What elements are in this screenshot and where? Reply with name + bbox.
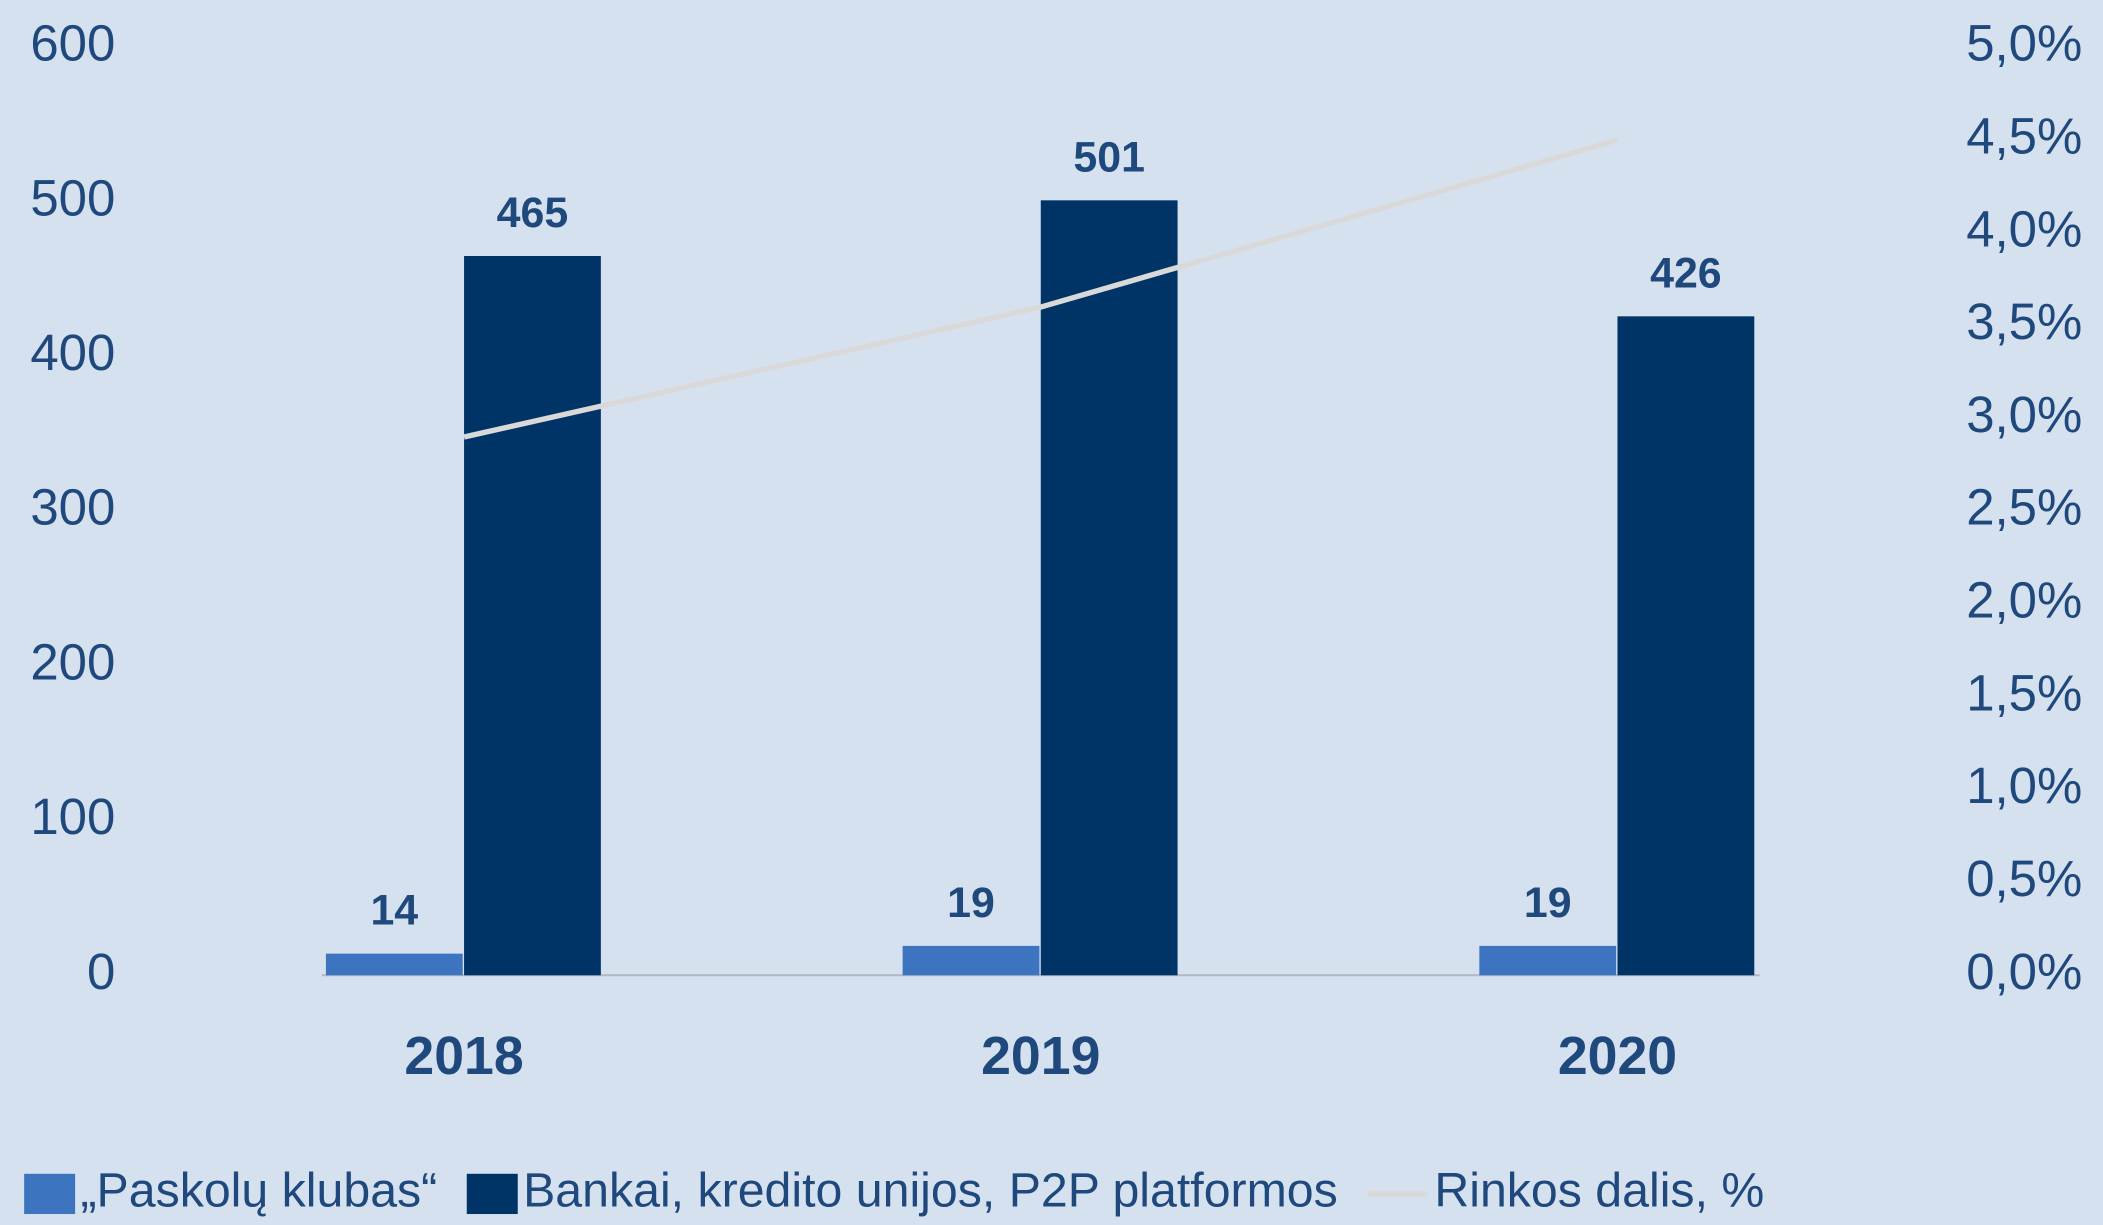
- y-tick-label: 200: [30, 633, 115, 690]
- bar: [325, 953, 463, 976]
- y2-tick-label: 4,5%: [1966, 107, 2082, 164]
- y-tick-label: 300: [30, 479, 115, 536]
- y2-tick-label: 2,0%: [1966, 572, 2082, 629]
- data-label: 14: [370, 887, 418, 935]
- legend-label: Bankai, kredito unijos, P2P platformos: [523, 1164, 1338, 1218]
- y2-tick-label: 4,0%: [1966, 200, 2082, 257]
- y-tick-label: 500: [30, 169, 115, 226]
- line: [463, 137, 1619, 440]
- bar: [1617, 316, 1755, 976]
- y2-tick-label: 1,5%: [1966, 664, 2082, 721]
- bar: [1479, 945, 1617, 976]
- legend-swatch: [24, 1173, 76, 1215]
- y2-tick-label: 3,0%: [1966, 386, 2082, 443]
- x-tick-label: 2020: [1558, 1026, 1677, 1086]
- y-tick-label: 100: [30, 788, 115, 845]
- y2-tick-label: 0,0%: [1966, 943, 2082, 1000]
- data-label: 19: [1524, 879, 1572, 927]
- legend-swatch: [466, 1173, 518, 1215]
- y-tick-label: 0: [87, 943, 115, 1000]
- y2-tick-label: 1,0%: [1966, 757, 2082, 814]
- data-label: 465: [497, 189, 569, 237]
- data-label: 501: [1073, 133, 1145, 181]
- y2-tick-label: 0,5%: [1966, 850, 2082, 907]
- y2-tick-label: 3,5%: [1966, 293, 2082, 350]
- y2-tick-label: 5,0%: [1966, 15, 2082, 72]
- y-tick-label: 400: [30, 324, 115, 381]
- x-tick-label: 2018: [404, 1026, 523, 1086]
- bar: [902, 945, 1040, 976]
- bar: [1040, 200, 1178, 976]
- legend-label: „Paskolų klubas“: [80, 1164, 437, 1218]
- legend-label: Rinkos dalis, %: [1434, 1164, 1764, 1218]
- y-tick-label: 600: [30, 15, 115, 72]
- bar: [464, 256, 601, 976]
- data-label: 19: [947, 879, 995, 927]
- y2-tick-label: 2,5%: [1966, 479, 2082, 536]
- data-label: 426: [1650, 249, 1722, 297]
- x-tick-label: 2019: [981, 1026, 1100, 1086]
